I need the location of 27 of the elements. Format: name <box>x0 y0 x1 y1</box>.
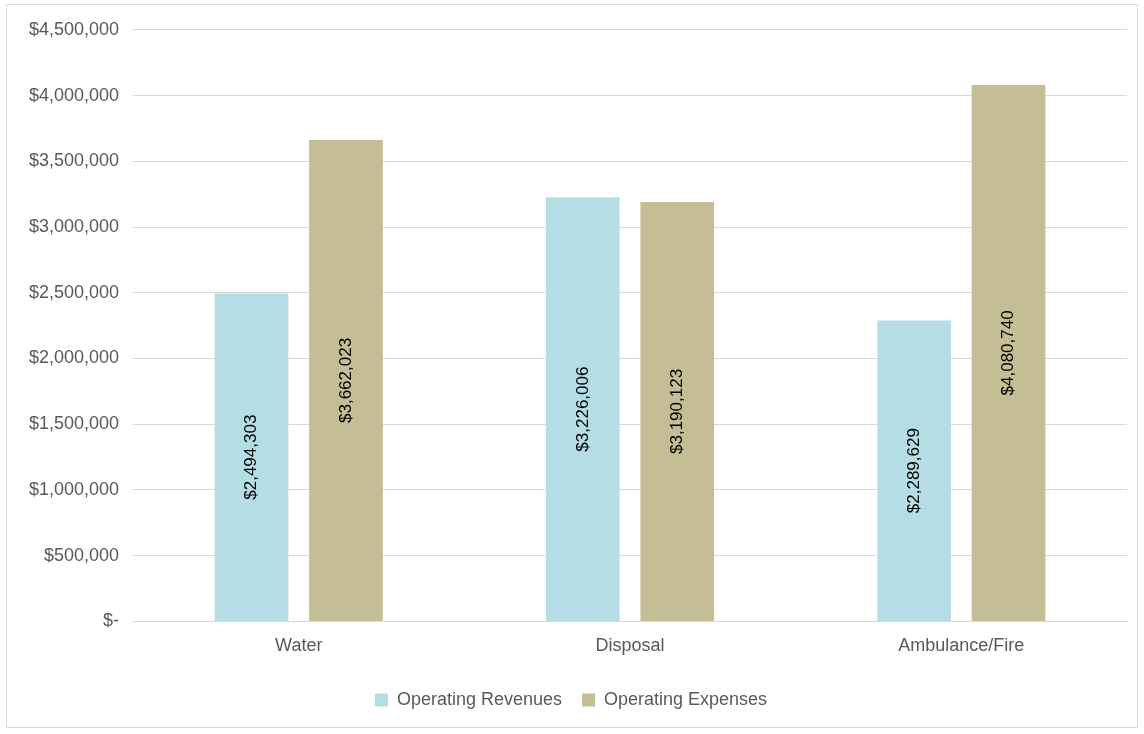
y-tick-label: $2,500,000 <box>28 281 120 302</box>
bar <box>214 293 289 621</box>
legend-label: Operating Expenses <box>604 688 768 709</box>
y-tick-label: $3,500,000 <box>28 150 120 171</box>
y-tick-label: $2,000,000 <box>28 347 120 368</box>
legend-label: Operating Revenues <box>396 688 563 709</box>
bar <box>640 202 715 621</box>
y-tick-label: $4,500,000 <box>28 18 120 39</box>
y-tick-label: $4,000,000 <box>28 84 120 105</box>
x-tick-label: Ambulance/Fire <box>898 635 1025 656</box>
y-tick-label: $1,500,000 <box>28 413 120 434</box>
bar <box>309 139 383 621</box>
data-label: $3,662,023 <box>335 337 355 423</box>
data-label: $3,190,123 <box>666 368 686 454</box>
y-tick-label: $1,000,000 <box>28 478 120 499</box>
bar <box>877 320 951 621</box>
data-label: $3,226,006 <box>572 366 592 452</box>
data-label: $4,080,740 <box>998 310 1018 396</box>
y-tick-label: $500,000 <box>44 544 120 565</box>
bar <box>971 84 1046 621</box>
y-tick-label: $- <box>103 610 120 631</box>
y-tick-label: $3,000,000 <box>28 215 120 236</box>
data-label: $2,289,629 <box>903 428 923 514</box>
x-tick-label: Water <box>275 635 323 656</box>
data-label: $2,494,303 <box>241 414 261 500</box>
x-tick-label: Disposal <box>595 635 665 656</box>
bar <box>546 197 620 621</box>
